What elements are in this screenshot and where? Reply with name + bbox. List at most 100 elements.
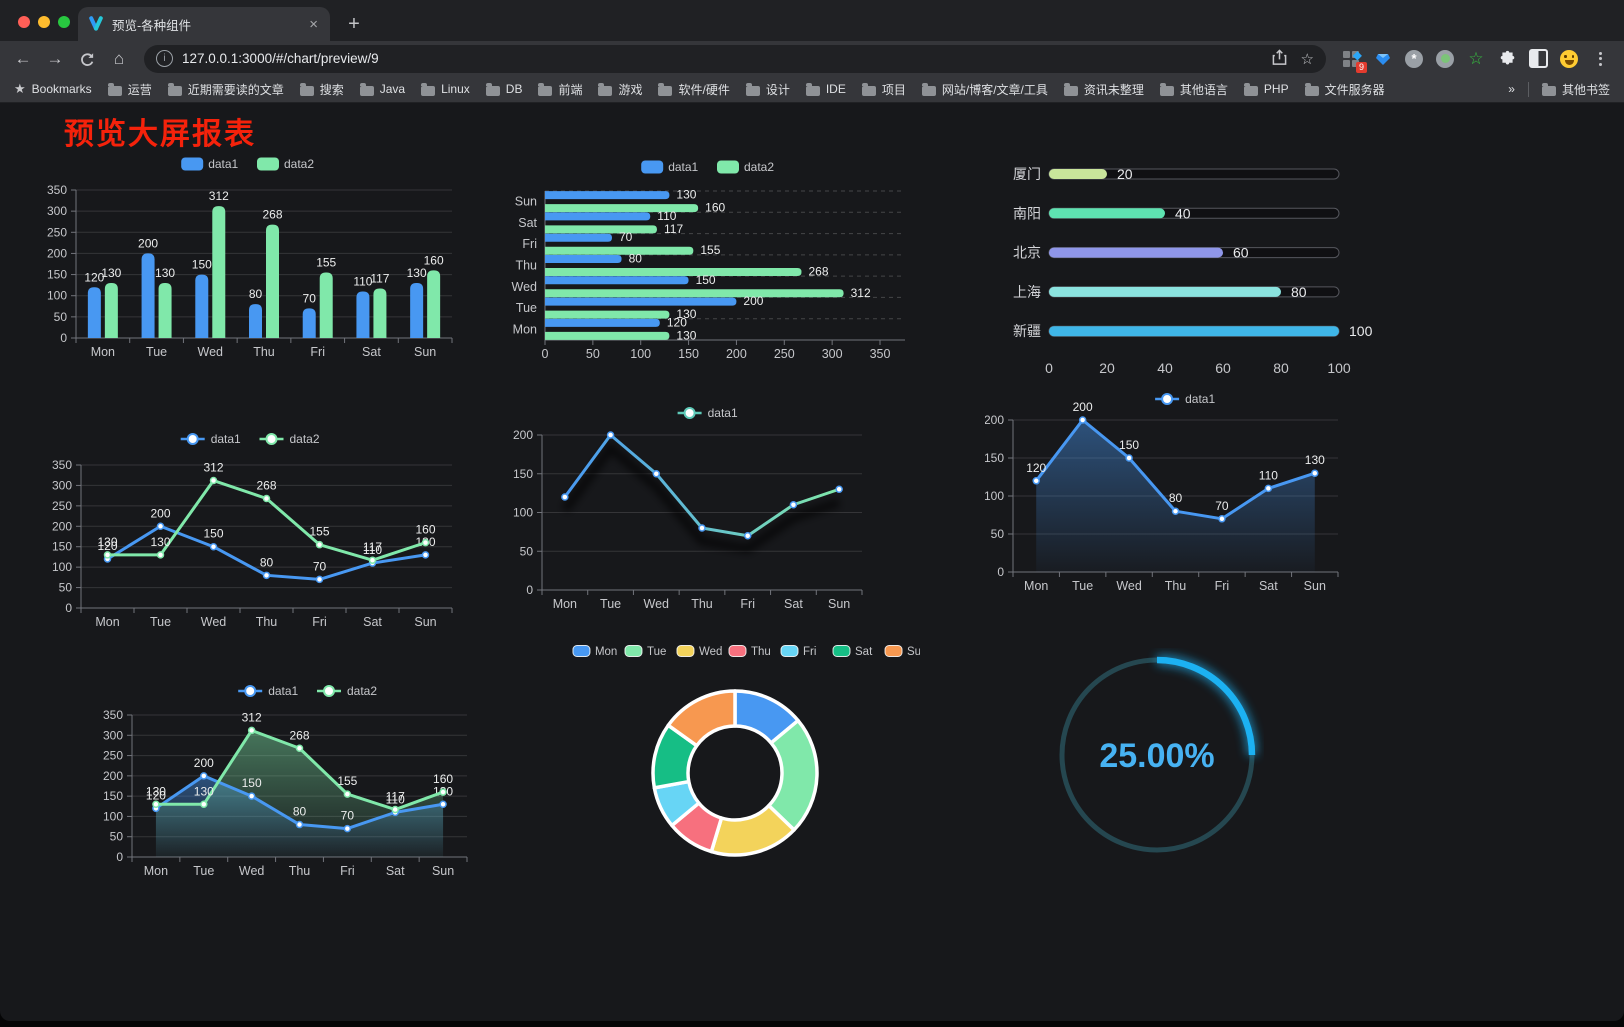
tab-preview[interactable]: 预览-各种组件 × xyxy=(78,7,330,41)
bookmark-folder[interactable]: 近期需要读的文章 xyxy=(167,81,284,98)
svg-text:data2: data2 xyxy=(744,160,774,174)
svg-text:Wed: Wed xyxy=(699,646,722,658)
svg-text:Thu: Thu xyxy=(256,615,278,629)
forward-icon[interactable]: → xyxy=(46,48,64,68)
svg-text:350: 350 xyxy=(103,708,123,722)
svg-text:Tue: Tue xyxy=(647,646,666,658)
folder-icon xyxy=(921,82,936,96)
bookmark-folder[interactable]: 搜索 xyxy=(299,81,344,98)
menu-dots-icon[interactable] xyxy=(1590,49,1610,69)
svg-text:Mon: Mon xyxy=(95,615,119,629)
bookmark-folder[interactable]: 前端 xyxy=(538,81,582,98)
svg-text:200: 200 xyxy=(985,413,1004,427)
bookmarks-root[interactable]: ★ Bookmarks xyxy=(14,81,92,96)
home-icon[interactable]: ⌂ xyxy=(113,48,125,68)
svg-text:110: 110 xyxy=(657,209,676,223)
minimize-window-button[interactable] xyxy=(38,16,50,28)
bookmark-folder[interactable]: 网站/博客/文章/工具 xyxy=(921,81,1048,98)
svg-text:130: 130 xyxy=(194,784,214,798)
tab-close-icon[interactable]: × xyxy=(309,15,318,33)
bookmark-folder[interactable]: 文件服务器 xyxy=(1304,81,1385,98)
site-info-icon[interactable]: i xyxy=(156,50,173,67)
bookmark-folder[interactable]: 资讯未整理 xyxy=(1063,81,1144,98)
svg-text:100: 100 xyxy=(513,506,533,520)
legend[interactable]: Mon Tue Wed Thu Fri Sat Sun xyxy=(572,645,927,659)
bookmark-folder[interactable]: DB xyxy=(485,82,522,96)
address-bar[interactable]: i 127.0.0.1:3000/#/chart/preview/9 ☆ xyxy=(144,44,1326,73)
bookmark-folder[interactable]: 项目 xyxy=(861,81,906,98)
legend[interactable]: data1 xyxy=(1155,392,1215,406)
svg-text:312: 312 xyxy=(242,710,262,724)
svg-text:200: 200 xyxy=(52,519,72,533)
other-bookmarks[interactable]: 其他书签 xyxy=(1541,81,1610,98)
svg-text:250: 250 xyxy=(103,749,123,763)
reload-icon[interactable] xyxy=(72,45,102,73)
svg-text:上海: 上海 xyxy=(1013,284,1041,300)
bookmarks-overflow-chevron[interactable]: » xyxy=(1508,82,1515,96)
star-extension-icon[interactable]: ☆ xyxy=(1468,48,1484,68)
emoji-extension-icon[interactable] xyxy=(1559,49,1579,69)
svg-text:data1: data1 xyxy=(1185,392,1215,406)
svg-text:130: 130 xyxy=(676,328,696,342)
svg-text:312: 312 xyxy=(203,461,223,475)
legend[interactable]: data1 data2 xyxy=(180,432,320,446)
svg-text:Sat: Sat xyxy=(386,864,405,878)
chart-line-area-blue: data1 0 50 100 150 200 Mon Tue Wed Thu Fri Sat Sun 12… xyxy=(984,390,1390,602)
legend[interactable]: data1 data2 xyxy=(181,157,314,171)
folder-icon xyxy=(421,82,436,96)
svg-text:data1: data1 xyxy=(668,160,698,174)
bookmark-folder[interactable]: PHP xyxy=(1243,82,1289,96)
chart-bar-vertical: data1 data2 0 50 100 150 200 250 300 350 Mon Tue Wed… xyxy=(40,150,460,363)
asterisk-extension-icon[interactable]: * xyxy=(1404,49,1424,69)
bookmark-folder[interactable]: 运营 xyxy=(107,81,152,98)
bookmark-folder[interactable]: Java xyxy=(359,82,405,96)
bookmark-folder[interactable]: Linux xyxy=(421,82,470,96)
bookmark-folder[interactable]: 其他语言 xyxy=(1159,81,1228,98)
svg-text:data1: data1 xyxy=(208,157,238,171)
page-content: 预览大屏报表 data1 data2 0 50 100 150 200 250 300 350 Mo… xyxy=(0,103,1624,1021)
svg-text:0: 0 xyxy=(542,347,549,361)
bookmark-folder[interactable]: IDE xyxy=(805,82,846,96)
svg-text:150: 150 xyxy=(103,789,123,803)
svg-text:120: 120 xyxy=(84,270,104,284)
svg-text:Mon: Mon xyxy=(1024,579,1048,593)
svg-text:0: 0 xyxy=(60,331,67,345)
new-tab-button[interactable]: + xyxy=(348,12,360,35)
svg-text:200: 200 xyxy=(150,506,170,520)
url-text[interactable]: 127.0.0.1:3000/#/chart/preview/9 xyxy=(182,51,379,66)
svg-text:Thu: Thu xyxy=(1165,579,1187,593)
svg-text:100: 100 xyxy=(52,560,72,574)
svg-text:130: 130 xyxy=(97,535,117,549)
svg-text:268: 268 xyxy=(809,265,829,279)
gem-extension-icon[interactable] xyxy=(1373,49,1393,69)
close-window-button[interactable] xyxy=(18,16,30,28)
proxy-extension-icon[interactable]: ◆ 9 xyxy=(1342,49,1367,73)
svg-text:117: 117 xyxy=(363,540,382,554)
folder-icon xyxy=(805,82,820,96)
svg-text:Mon: Mon xyxy=(144,864,168,878)
bookmark-folder[interactable]: 软件/硬件 xyxy=(658,81,730,98)
legend[interactable]: data1 xyxy=(677,406,738,420)
extension-badge: 9 xyxy=(1355,61,1367,73)
bookmark-folder[interactable]: 设计 xyxy=(745,81,790,98)
svg-text:Sun: Sun xyxy=(432,864,454,878)
back-icon[interactable]: ← xyxy=(14,48,32,68)
zoom-window-button[interactable] xyxy=(58,16,70,28)
share-icon[interactable] xyxy=(1272,48,1287,69)
record-extension-icon[interactable] xyxy=(1435,49,1455,69)
legend[interactable]: data1 data2 xyxy=(238,684,377,698)
svg-text:70: 70 xyxy=(303,291,317,305)
bookmark-star-icon[interactable]: ☆ xyxy=(1300,50,1314,68)
puzzle-extensions-icon[interactable] xyxy=(1497,49,1517,69)
folder-icon xyxy=(299,82,314,96)
svg-text:150: 150 xyxy=(47,268,67,282)
svg-text:120: 120 xyxy=(146,788,166,802)
legend[interactable]: data1 data2 xyxy=(641,160,774,174)
svg-text:350: 350 xyxy=(52,458,72,472)
svg-text:200: 200 xyxy=(743,294,763,308)
svg-text:100: 100 xyxy=(1349,323,1373,339)
bookmark-folder[interactable]: 游戏 xyxy=(598,81,642,98)
svg-text:Fri: Fri xyxy=(740,597,755,611)
contrast-extension-icon[interactable] xyxy=(1528,49,1548,69)
svg-text:70: 70 xyxy=(1215,499,1229,513)
